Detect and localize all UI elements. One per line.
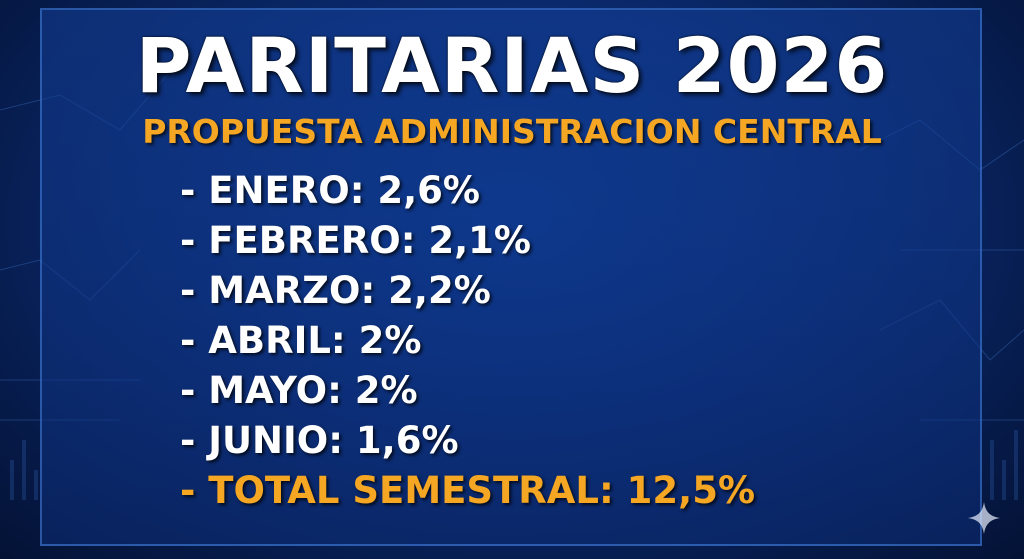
sparkle-icon (968, 502, 1000, 534)
list-item-junio: - JUNIO: 1,6% (180, 419, 459, 462)
page-title: PARITARIAS 2026 (135, 21, 889, 110)
list-item-febrero: - FEBRERO: 2,1% (180, 219, 531, 262)
list-item-total-semestral: - TOTAL SEMESTRAL: 12,5% (180, 469, 756, 512)
list-item-abril: - ABRIL: 2% (180, 319, 422, 362)
list-item-marzo: - MARZO: 2,2% (180, 269, 491, 312)
page-subtitle: PROPUESTA ADMINISTRACION CENTRAL (142, 112, 882, 151)
list-item-enero: - ENERO: 2,6% (180, 169, 480, 212)
monthly-increase-list: - ENERO: 2,6% - FEBRERO: 2,1% - MARZO: 2… (180, 166, 755, 516)
list-item-mayo: - MAYO: 2% (180, 369, 418, 412)
content-panel (40, 8, 982, 546)
